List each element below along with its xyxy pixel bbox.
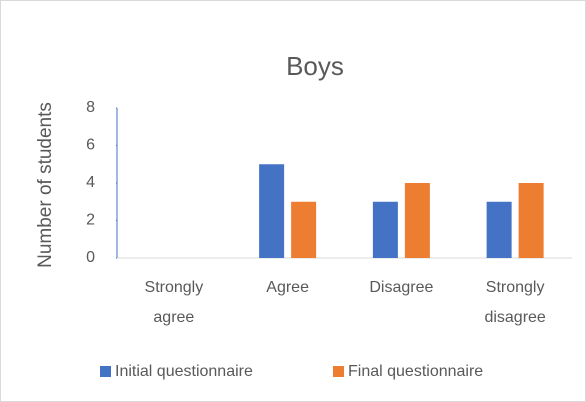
x-tick-label: Strongly disagree [484, 279, 545, 326]
legend-swatch [333, 366, 344, 377]
y-axis-label: Number of students [35, 102, 56, 268]
x-tick-label: Agree [266, 279, 309, 296]
chart-title: Boys [286, 51, 344, 81]
y-tick-label: 8 [86, 99, 95, 116]
bar [291, 201, 317, 258]
legend-swatch [100, 366, 111, 377]
y-tick-label: 6 [86, 137, 95, 154]
y-tick-label: 4 [86, 174, 95, 191]
y-tick-label: 2 [86, 212, 95, 229]
bar [259, 164, 285, 258]
x-tick-label: Disagree [369, 279, 433, 296]
bar [486, 201, 512, 258]
legend-label: Final questionnaire [348, 363, 483, 380]
y-tick-label: 0 [86, 249, 95, 266]
bar [372, 201, 398, 258]
bar [518, 183, 544, 258]
x-tick-label: Strongly agree [145, 279, 204, 326]
legend-label: Initial questionnaire [115, 363, 253, 380]
bar [404, 183, 430, 258]
